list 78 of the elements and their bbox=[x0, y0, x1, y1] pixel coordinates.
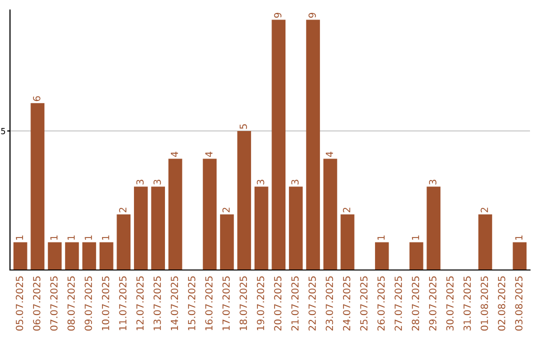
bar bbox=[512, 242, 527, 270]
x-tick-label: 31.07.2025 bbox=[463, 276, 471, 330]
bar bbox=[272, 20, 286, 270]
data-label: 1 bbox=[68, 236, 75, 240]
data-label: 1 bbox=[515, 236, 522, 240]
data-label: 1 bbox=[102, 236, 110, 240]
x-tick-label: 20.07.2025 bbox=[274, 276, 282, 331]
x-tick-label: 09.07.2025 bbox=[84, 276, 92, 331]
x-tick-label: 22.07.2025 bbox=[308, 276, 316, 331]
data-label: 9 bbox=[308, 12, 316, 18]
x-tick-label: 19.07.2025 bbox=[256, 276, 264, 330]
bar bbox=[202, 158, 217, 270]
data-label: 4 bbox=[205, 152, 212, 157]
x-tick-label: 13.07.2025 bbox=[154, 276, 161, 330]
data-label: 1 bbox=[378, 236, 385, 240]
data-label: 3 bbox=[291, 180, 299, 184]
bar bbox=[478, 214, 492, 270]
x-tick-label: 11.07.2025 bbox=[119, 276, 126, 330]
bar bbox=[254, 186, 268, 270]
data-label: 3 bbox=[429, 180, 436, 184]
x-tick-label: 28.07.2025 bbox=[412, 276, 420, 331]
data-label: 9 bbox=[274, 12, 282, 18]
x-tick-label: 02.08.2025 bbox=[498, 276, 506, 331]
x-tick-label: 10.07.2025 bbox=[102, 276, 110, 330]
bar bbox=[65, 242, 79, 270]
bar bbox=[375, 242, 389, 270]
bar bbox=[340, 214, 354, 270]
bar bbox=[48, 242, 62, 270]
data-label: 2 bbox=[342, 208, 350, 212]
data-label: 1 bbox=[412, 236, 420, 240]
x-tick-label: 15.07.2025 bbox=[188, 276, 196, 330]
bar bbox=[409, 242, 424, 270]
x-tick-label: 07.07.2025 bbox=[50, 276, 58, 331]
bar bbox=[220, 214, 234, 270]
x-tick-label: 27.07.2025 bbox=[394, 276, 402, 331]
bar bbox=[82, 242, 96, 270]
data-label: 6 bbox=[33, 96, 40, 102]
data-label: 4 bbox=[326, 152, 333, 157]
data-label: 2 bbox=[119, 208, 126, 212]
x-tick-label: 30.07.2025 bbox=[446, 276, 454, 330]
data-label: 3 bbox=[136, 180, 144, 184]
x-tick-label: 24.07.2025 bbox=[342, 276, 350, 331]
bar bbox=[168, 158, 182, 270]
bar bbox=[151, 186, 165, 270]
x-tick-label: 17.07.2025 bbox=[222, 276, 230, 330]
bar bbox=[134, 186, 148, 270]
data-label: 3 bbox=[154, 180, 161, 184]
data-label: 2 bbox=[480, 208, 488, 212]
bar bbox=[116, 214, 131, 270]
bar bbox=[323, 158, 338, 270]
data-label: 2 bbox=[222, 208, 230, 212]
x-tick-label: 06.07.2025 bbox=[33, 276, 40, 331]
data-label: 4 bbox=[170, 152, 178, 157]
bar bbox=[237, 130, 252, 270]
data-label: 1 bbox=[16, 236, 24, 240]
x-tick-label: 03.08.2025 bbox=[515, 276, 522, 331]
x-tick-label: 14.07.2025 bbox=[170, 276, 178, 330]
bar bbox=[13, 242, 28, 270]
x-tick-label: 21.07.2025 bbox=[291, 276, 299, 331]
x-tick-label: 12.07.2025 bbox=[136, 276, 144, 330]
bar bbox=[288, 186, 303, 270]
x-tick-label: 23.07.2025 bbox=[326, 276, 334, 331]
data-label: 1 bbox=[50, 236, 58, 240]
bar bbox=[426, 186, 440, 270]
x-tick-label: 05.07.2025 bbox=[16, 276, 24, 331]
bar bbox=[30, 103, 44, 270]
x-tick-label: 29.07.2025 bbox=[429, 276, 436, 331]
data-label: 3 bbox=[256, 180, 264, 184]
x-tick-label: 08.07.2025 bbox=[67, 276, 75, 331]
data-label: 1 bbox=[84, 236, 92, 240]
x-tick-label: 26.07.2025 bbox=[377, 276, 385, 331]
x-tick-label: 25.07.2025 bbox=[360, 276, 368, 331]
x-tick-label: 18.07.2025 bbox=[240, 276, 247, 330]
x-tick-label: 16.07.2025 bbox=[205, 276, 213, 330]
x-tick-label: 01.08.2025 bbox=[480, 276, 488, 331]
bar bbox=[100, 242, 114, 270]
data-label: 5 bbox=[240, 124, 247, 129]
bar bbox=[306, 20, 320, 270]
